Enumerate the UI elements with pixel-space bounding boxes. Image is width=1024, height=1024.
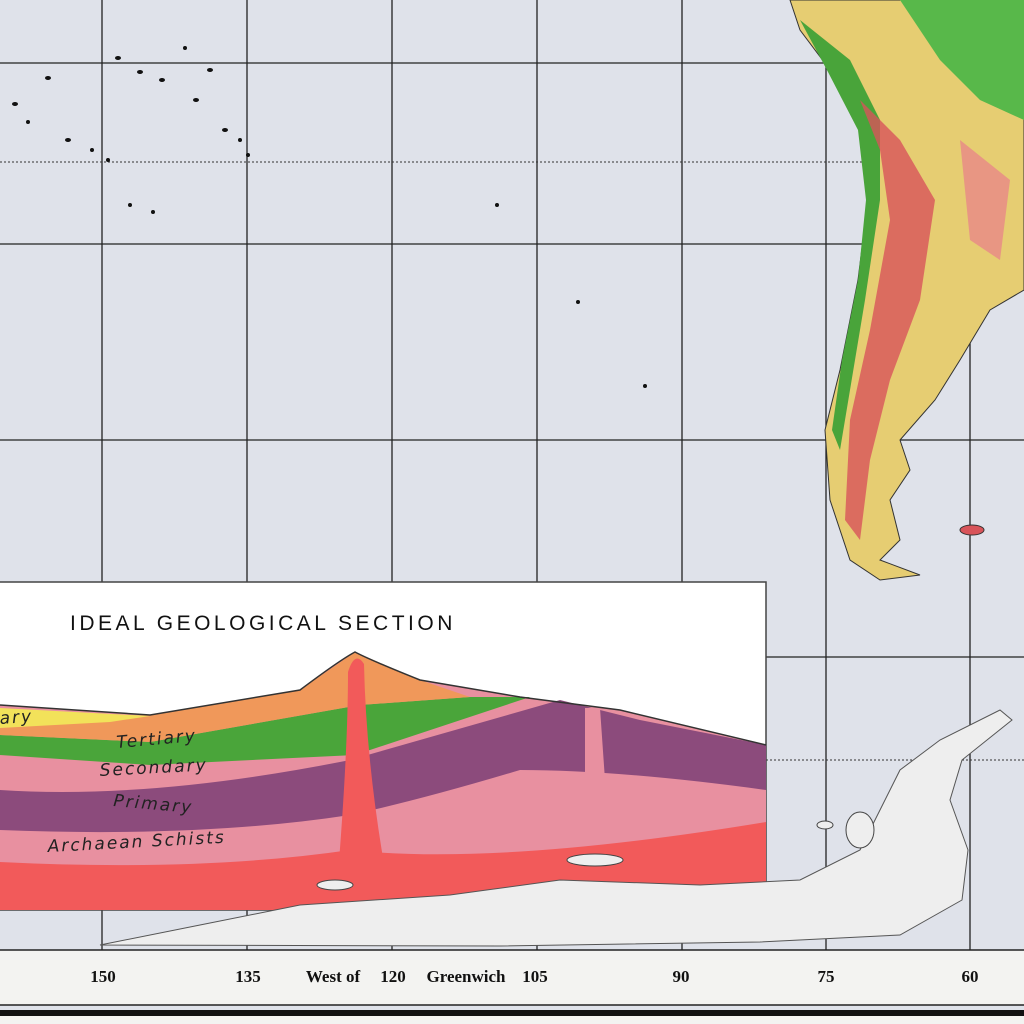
antarctic-peninsula bbox=[99, 709, 1013, 947]
quaternary-layer bbox=[0, 708, 150, 728]
dotted-parallels bbox=[0, 161, 1024, 761]
islands bbox=[12, 46, 647, 388]
longitude-label: 60 bbox=[962, 967, 979, 986]
layer-label: ary bbox=[0, 707, 34, 729]
longitude-label: Greenwich bbox=[426, 967, 506, 986]
falkland-islands bbox=[959, 524, 985, 536]
secondary-layer bbox=[0, 697, 530, 765]
south-america bbox=[789, 0, 1024, 581]
volcano-conduit bbox=[335, 658, 385, 910]
primary-layer bbox=[0, 700, 766, 833]
longitude-label: 135 bbox=[235, 967, 261, 986]
antarctic-islands bbox=[316, 811, 875, 891]
longitude-label: 150 bbox=[90, 967, 116, 986]
longitude-label: 105 bbox=[522, 967, 548, 986]
longitude-label: 90 bbox=[673, 967, 690, 986]
inset: IDEAL GEOLOGICAL SECTION ary Tertiary Se… bbox=[0, 581, 767, 911]
inset-title: IDEAL GEOLOGICAL SECTION bbox=[70, 612, 456, 635]
longitude-label: West of bbox=[306, 967, 361, 986]
longitude-label: 75 bbox=[818, 967, 835, 986]
intrusion bbox=[585, 708, 622, 800]
scale-bar bbox=[0, 949, 1024, 1024]
longitude-label: 120 bbox=[380, 967, 406, 986]
